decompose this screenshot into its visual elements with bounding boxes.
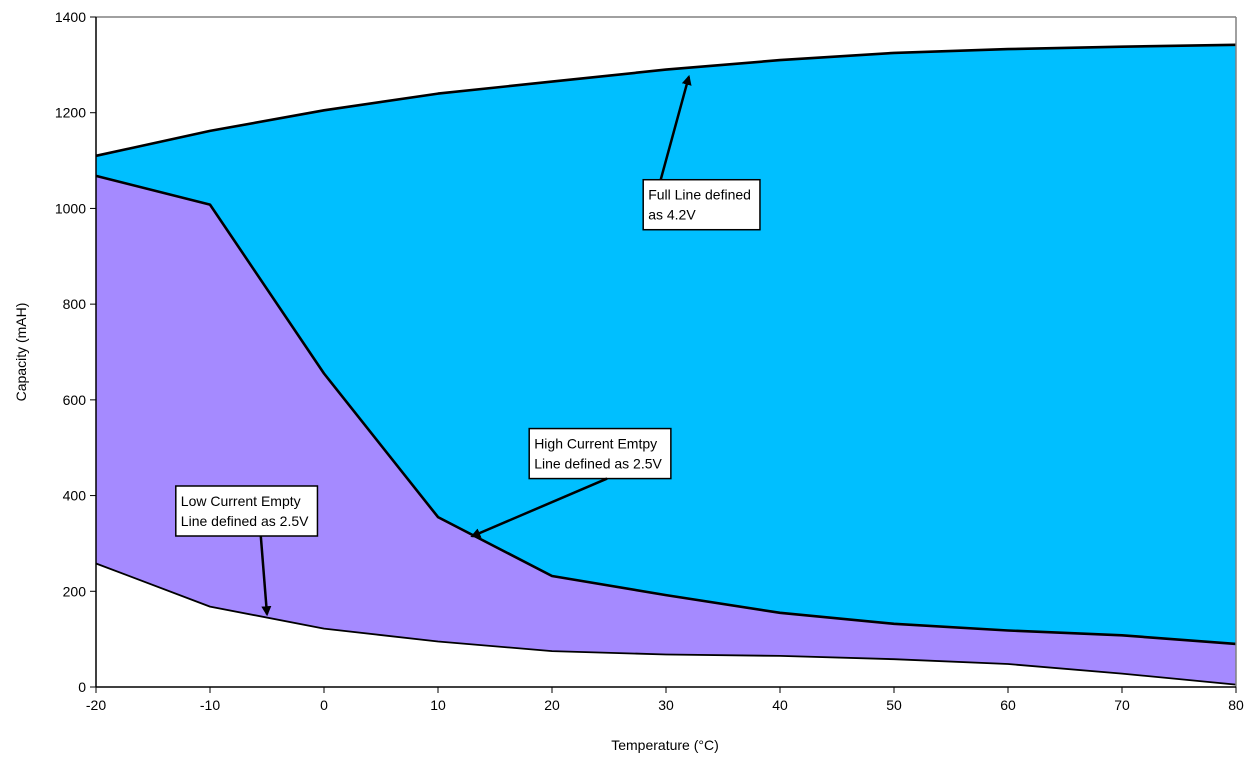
annotation-text-line: Full Line defined	[648, 187, 751, 203]
y-tick-label: 800	[63, 296, 87, 312]
x-tick-label: 30	[658, 697, 674, 713]
y-tick-label: 1200	[55, 105, 86, 121]
y-tick-label: 1400	[55, 9, 86, 25]
x-tick-label: 50	[886, 697, 902, 713]
annotation-box	[175, 485, 319, 537]
annotation-text-line: as 4.2V	[648, 207, 696, 223]
y-axis-title: Capacity (mAH)	[13, 303, 29, 402]
y-tick-label: 400	[63, 488, 87, 504]
y-tick-label: 600	[63, 392, 87, 408]
annotation-text-line: Line defined as 2.5V	[534, 456, 662, 472]
area-fill-2	[96, 175, 1236, 687]
x-tick-label: 80	[1228, 697, 1244, 713]
area-fill-3	[96, 563, 1236, 687]
x-axis-title: Temperature (°C)	[611, 737, 719, 753]
annotation-3: Low Current Empty Line defined as 2.5V	[175, 485, 319, 617]
annotation-box	[528, 427, 672, 480]
y-tick-label: 200	[63, 583, 87, 599]
x-tick-label: 0	[320, 697, 328, 713]
annotation-text-line: High Current Emtpy	[534, 436, 657, 452]
x-tick-label: 10	[430, 697, 446, 713]
annotation-text-line: Low Current Empty	[181, 493, 301, 509]
annotation-arrow	[659, 74, 692, 181]
annotation-text-line: Line defined as 2.5V	[181, 513, 309, 529]
x-tick-label: 60	[1000, 697, 1016, 713]
series-line-2	[95, 174, 1237, 646]
annotation-1: Full Line defined as 4.2V	[642, 74, 761, 231]
x-tick-label: 40	[772, 697, 788, 713]
annotation-2: High Current Emtpy Line defined as 2.5V	[470, 427, 672, 538]
x-tick-label: -10	[200, 697, 220, 713]
annotation-box	[642, 178, 761, 231]
x-tick-label: -20	[86, 697, 106, 713]
annotation-arrow	[470, 477, 608, 538]
x-tick-label: 20	[544, 697, 560, 713]
y-tick-label: 1000	[55, 200, 86, 216]
series-line-3	[95, 562, 1237, 686]
annotation-arrow	[259, 535, 272, 617]
x-tick-label: 70	[1114, 697, 1130, 713]
y-tick-label: 0	[78, 679, 86, 695]
series-line-1	[95, 43, 1237, 158]
